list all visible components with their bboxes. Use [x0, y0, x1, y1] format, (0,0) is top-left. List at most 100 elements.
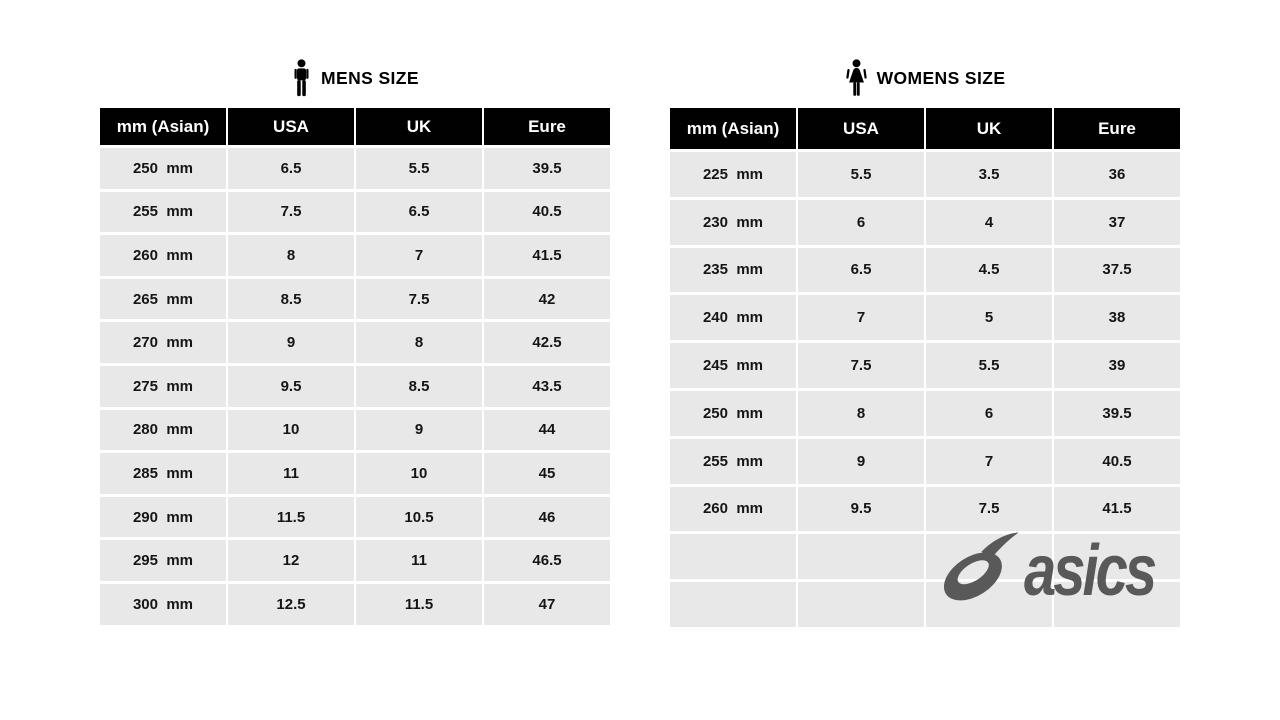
table-cell: 39	[1054, 343, 1180, 388]
table-cell: 260 mm	[670, 486, 796, 532]
table-cell: 5.5	[356, 148, 482, 189]
table-cell: 265 mm	[100, 278, 226, 320]
table-cell: 6	[926, 390, 1052, 436]
header-cell: USA	[798, 108, 924, 149]
womens-size-title-label: WOMENS SIZE	[876, 67, 1006, 88]
table-cell: 10	[228, 409, 354, 451]
header-cell: USA	[228, 108, 354, 145]
table-cell: 7.5	[356, 278, 482, 320]
table-cell: 5	[926, 295, 1052, 341]
table-cell: 240 mm	[670, 295, 796, 341]
table-cell: 39.5	[1054, 390, 1180, 436]
table-cell: 10.5	[356, 496, 482, 538]
table-cell: 12	[228, 540, 354, 581]
table-cell: 46.5	[484, 540, 610, 581]
table-cell: 9.5	[228, 365, 354, 407]
empty-cell	[670, 582, 796, 627]
table-cell: 230 mm	[670, 199, 796, 245]
header-cell: UK	[926, 108, 1052, 149]
header-cell: Eure	[1054, 108, 1180, 149]
table-cell: 255 mm	[670, 438, 796, 484]
table-cell: 8	[356, 322, 482, 363]
table-cell: 8.5	[356, 365, 482, 407]
table-cell: 9	[798, 438, 924, 484]
table-cell: 280 mm	[100, 409, 226, 451]
table-cell: 36	[1054, 152, 1180, 197]
table-cell: 43.5	[484, 365, 610, 407]
empty-cell	[926, 582, 1052, 627]
table-cell: 9	[228, 322, 354, 363]
table-cell: 7	[926, 438, 1052, 484]
table-cell: 11	[356, 540, 482, 581]
mens-size-table-block: MENS SIZE mm (Asian) USA UK Eure 250 mm 6.5 5.…	[100, 59, 610, 625]
empty-cell	[798, 582, 924, 627]
table-cell: 290 mm	[100, 496, 226, 538]
table-cell: 7.5	[798, 343, 924, 388]
table-cell: 9.5	[798, 486, 924, 532]
table-cell: 37	[1054, 199, 1180, 245]
table-cell: 11.5	[228, 496, 354, 538]
table-cell: 300 mm	[100, 583, 226, 625]
table-cell: 7	[798, 295, 924, 341]
table-cell: 7.5	[926, 486, 1052, 532]
table-cell: 250 mm	[100, 148, 226, 189]
table-cell: 8.5	[228, 278, 354, 320]
table-cell: 42	[484, 278, 610, 320]
table-cell: 44	[484, 409, 610, 451]
womens-size-title: WOMENS SIZE	[670, 55, 1180, 101]
man-icon	[291, 59, 312, 97]
empty-cell	[798, 534, 924, 580]
table-cell: 5.5	[926, 343, 1052, 388]
table-cell: 42.5	[484, 322, 610, 363]
table-cell: 3.5	[926, 152, 1052, 197]
table-cell: 275 mm	[100, 365, 226, 407]
table-cell: 38	[1054, 295, 1180, 341]
mens-size-title: MENS SIZE	[100, 55, 610, 101]
table-cell: 11	[228, 453, 354, 494]
header-cell: Eure	[484, 108, 610, 145]
table-cell: 4.5	[926, 247, 1052, 293]
table-cell: 8	[228, 235, 354, 276]
table-cell: 6	[798, 199, 924, 245]
womens-size-table-block: WOMENS SIZE mm (Asian) USA UK Eure 225 mm 5.5…	[670, 59, 1180, 627]
table-cell: 250 mm	[670, 390, 796, 436]
table-cell: 235 mm	[670, 247, 796, 293]
table-cell: 270 mm	[100, 322, 226, 363]
table-cell: 6.5	[228, 148, 354, 189]
table-cell: 47	[484, 583, 610, 625]
table-cell: 285 mm	[100, 453, 226, 494]
table-cell: 7	[356, 235, 482, 276]
table-cell: 39.5	[484, 148, 610, 189]
empty-cell	[1054, 534, 1180, 580]
header-cell: UK	[356, 108, 482, 145]
table-cell: 8	[798, 390, 924, 436]
table-cell: 40.5	[484, 191, 610, 233]
womens-size-table: mm (Asian) USA UK Eure 225 mm 5.5 3.5 36 230 mm 6…	[670, 108, 1180, 627]
table-cell: 10	[356, 453, 482, 494]
table-cell: 41.5	[484, 235, 610, 276]
table-cell: 295 mm	[100, 540, 226, 581]
table-cell: 37.5	[1054, 247, 1180, 293]
table-cell: 255 mm	[100, 191, 226, 233]
table-cell: 6.5	[356, 191, 482, 233]
table-cell: 245 mm	[670, 343, 796, 388]
table-cell: 12.5	[228, 583, 354, 625]
table-cell: 11.5	[356, 583, 482, 625]
table-cell: 46	[484, 496, 610, 538]
woman-icon	[845, 59, 868, 97]
mens-size-table: mm (Asian) USA UK Eure 250 mm 6.5 5.5 39.5 255 m…	[100, 108, 610, 625]
table-cell: 5.5	[798, 152, 924, 197]
table-cell: 4	[926, 199, 1052, 245]
table-cell: 260 mm	[100, 235, 226, 276]
empty-cell	[670, 534, 796, 580]
table-cell: 9	[356, 409, 482, 451]
header-cell: mm (Asian)	[100, 108, 226, 145]
table-cell: 7.5	[228, 191, 354, 233]
table-cell: 6.5	[798, 247, 924, 293]
table-cell: 41.5	[1054, 486, 1180, 532]
empty-cell	[1054, 582, 1180, 627]
table-cell: 225 mm	[670, 152, 796, 197]
mens-size-title-label: MENS SIZE	[321, 67, 419, 88]
header-cell: mm (Asian)	[670, 108, 796, 149]
